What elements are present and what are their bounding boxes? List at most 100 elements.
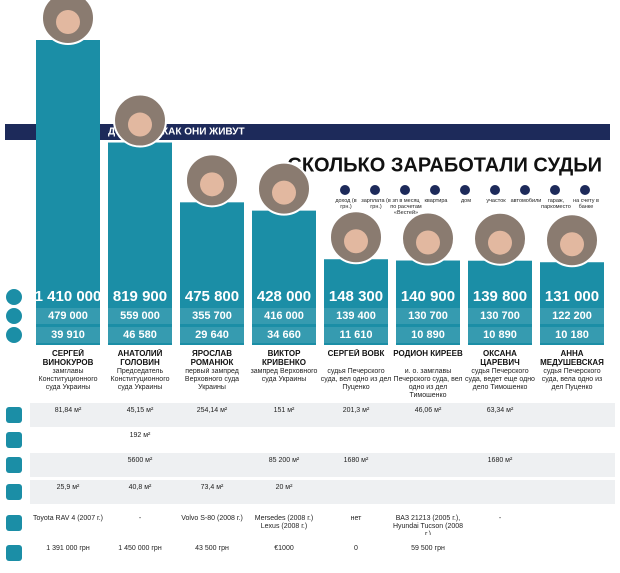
- asset-icon: [6, 484, 22, 500]
- value-panel: [540, 285, 604, 345]
- value-label: 10 890: [411, 329, 445, 341]
- legend-label: доход (в грн.): [335, 198, 357, 210]
- legend-label-box: гараж, паркоместо: [541, 198, 571, 210]
- legend-label: квартира: [424, 198, 448, 204]
- bar: [36, 40, 100, 285]
- asset-value-box: 43 500 грн: [195, 545, 229, 552]
- value-label: 131 000: [545, 288, 599, 305]
- asset-value-box: -: [498, 515, 502, 522]
- portrait-face: [488, 230, 512, 255]
- bar: [180, 202, 244, 285]
- asset-value: Mersedes (2008 г.) Lexus (2008 г.): [254, 515, 314, 530]
- value-label: 11 610: [339, 329, 372, 341]
- legend-label-box: на счету в банке: [573, 198, 599, 210]
- legend-label-box: зарплата (в грн.): [361, 198, 391, 210]
- value-label: 559 000: [120, 310, 160, 322]
- asset-value-box: -: [138, 515, 142, 522]
- portrait-face: [344, 229, 368, 254]
- judge-role: судья Печерского суда, ведет еще одно де…: [465, 368, 535, 391]
- asset-value: 59 500 грн: [411, 545, 445, 552]
- asset-value: -: [498, 515, 502, 522]
- legend-label-box: зп в месяц по расчетам «Вестей»: [390, 198, 422, 216]
- asset-value: 81,84 м²: [54, 407, 82, 414]
- row-band: [30, 403, 615, 427]
- judge-name: АНАТОЛИЙ ГОЛОВИН: [117, 349, 163, 367]
- judge-role-box: и. о. замглавы Печерского суда, вел одно…: [394, 368, 463, 399]
- judge-name-box: ЯРОСЛАВ РОМАНЮК: [190, 349, 234, 367]
- judge-name: СЕРГЕЙ ВИНОКУРОВ: [42, 349, 94, 367]
- asset-value: 40,8 м²: [128, 484, 152, 491]
- legend-icon: [490, 185, 500, 195]
- asset-value: 151 м²: [273, 407, 295, 414]
- judge-role-box: Председатель Конституционного суда Украи…: [110, 368, 170, 391]
- asset-value-box: 1 450 000 грн: [118, 545, 161, 552]
- legend-label: участок: [486, 198, 506, 204]
- value-label: 416 000: [264, 310, 304, 322]
- value-label: 428 000: [257, 288, 311, 305]
- value-panel: [252, 285, 316, 345]
- asset-value-box: 201,3 м²: [343, 407, 370, 414]
- asset-value: 46,06 м²: [414, 407, 442, 414]
- asset-value-box: Toyota RAV 4 (2007 г.): [33, 515, 103, 522]
- portrait-face: [560, 232, 584, 257]
- section-subtitle: КАК ОНИ ЖИВУТ: [162, 127, 245, 138]
- value-label: 355 700: [192, 310, 232, 322]
- asset-icon: [6, 432, 22, 448]
- legend-label-box: квартира: [424, 198, 448, 204]
- portrait-face: [200, 172, 224, 197]
- judge-name: ВИКТОР КРИВЕНКО: [262, 349, 306, 367]
- asset-value-box: 192 м²: [130, 432, 151, 439]
- portrait-face: [272, 180, 296, 205]
- asset-value-box: €1000: [274, 545, 293, 552]
- asset-value-box: 45,15 м²: [126, 407, 154, 414]
- value-label: 479 000: [48, 310, 88, 322]
- asset-value-box: 81,84 м²: [54, 407, 82, 414]
- bar: [108, 142, 172, 285]
- judge-name: РОДИОН КИРЕЕВ: [393, 349, 463, 358]
- value-panel: [468, 285, 532, 345]
- judge-role-box: судья Печерского суда, вела одно из дел …: [541, 368, 603, 391]
- asset-value: 73,4 м²: [200, 484, 224, 491]
- legend-label-box: дом: [461, 198, 471, 204]
- asset-value-box: нет: [351, 515, 362, 522]
- legend-label: зп в месяц по расчетам «Вестей»: [390, 198, 422, 216]
- judge-role-box: судья Печерского суда, ведет еще одно де…: [465, 368, 535, 391]
- legend-icon: [460, 185, 470, 195]
- legend-label-box: участок: [486, 198, 506, 204]
- row-icon: [6, 308, 22, 324]
- asset-value: 45,15 м²: [126, 407, 154, 414]
- value-label: 1 410 000: [35, 288, 102, 305]
- asset-icon: [6, 407, 22, 423]
- value-label: 122 200: [552, 310, 592, 322]
- asset-icon: [6, 515, 22, 531]
- asset-value-box: Mersedes (2008 г.) Lexus (2008 г.): [254, 515, 314, 530]
- judge-name-box: ВИКТОР КРИВЕНКО: [262, 349, 306, 367]
- judge-role: Председатель Конституционного суда Украи…: [110, 368, 170, 391]
- asset-value-box: 0: [354, 545, 358, 552]
- judge-role: судья Печерского суда, вела одно из дел …: [541, 368, 603, 391]
- judge-name-box: СЕРГЕЙ ВОВК: [328, 349, 385, 358]
- judge-name: ЯРОСЛАВ РОМАНЮК: [190, 349, 234, 367]
- value-label: 475 800: [185, 288, 239, 305]
- value-panel: [324, 285, 388, 345]
- value-panel: [396, 285, 460, 345]
- row-band: [30, 453, 615, 477]
- legend-icon: [340, 185, 350, 195]
- value-label: 34 660: [267, 329, 301, 341]
- asset-value-box: ВАЗ 21213 (2005 г.), Hyundai Tucson (200…: [393, 515, 463, 535]
- judge-name-box: ОКСАНА ЦАРЕВИЧ: [480, 349, 519, 367]
- judge-name-box: СЕРГЕЙ ВИНОКУРОВ: [42, 349, 94, 367]
- asset-value: -: [138, 515, 142, 522]
- asset-icon: [6, 457, 22, 473]
- judge-name-box: АНАТОЛИЙ ГОЛОВИН: [117, 349, 163, 367]
- judge-name-box: РОДИОН КИРЕЕВ: [393, 349, 463, 358]
- value-label: 39 910: [51, 329, 85, 341]
- row-icon: [6, 289, 22, 305]
- legend-label: автомобили: [510, 198, 542, 204]
- asset-value-box: 63,34 м²: [487, 407, 514, 414]
- asset-value: 254,14 м²: [196, 407, 228, 414]
- value-label: 139 400: [336, 310, 376, 322]
- bar: [540, 262, 604, 285]
- legend-icon: [370, 185, 380, 195]
